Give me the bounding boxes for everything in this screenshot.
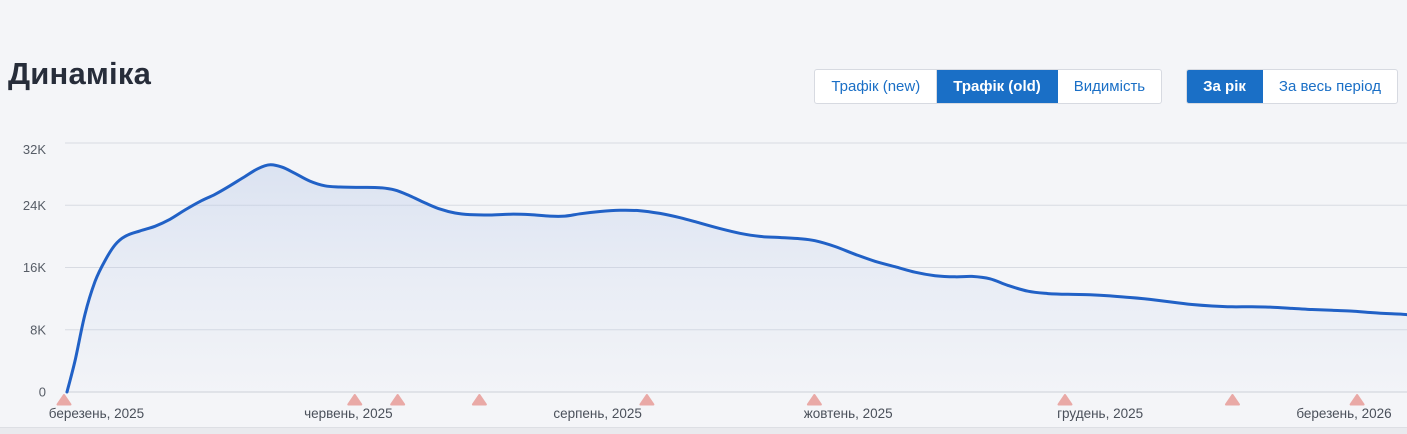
y-axis-tick-label: 0: [39, 385, 46, 400]
update-marker-icon[interactable]: [806, 394, 822, 406]
tab-period-year[interactable]: За рік: [1187, 70, 1263, 103]
period-toggle-group: За рік За весь період: [1186, 69, 1398, 104]
traffic-area-chart[interactable]: 0 8K 16K 24K 32K березень, 2025 червень, 2025 с…: [0, 130, 1407, 427]
update-marker-icon[interactable]: [390, 394, 406, 406]
traffic-series-area: [67, 164, 1407, 392]
update-marker-icon[interactable]: [1224, 394, 1240, 406]
y-axis-tick-label: 8K: [30, 322, 46, 337]
tab-traffic-new[interactable]: Трафік (new): [815, 70, 938, 103]
tab-traffic-old[interactable]: Трафік (old): [937, 70, 1058, 103]
x-axis-tick-label: жовтень, 2025: [804, 406, 893, 421]
y-axis-tick-label: 32K: [23, 142, 46, 157]
toolbar: Трафік (new) Трафік (old) Видимість За р…: [814, 69, 1398, 104]
tab-period-all[interactable]: За весь період: [1263, 70, 1397, 103]
y-axis-tick-label: 24K: [23, 198, 46, 213]
traffic-series-line: [65, 163, 1407, 394]
y-axis-tick-label: 16K: [23, 260, 46, 275]
metric-toggle-group: Трафік (new) Трафік (old) Видимість: [814, 69, 1163, 104]
update-marker-icon[interactable]: [1057, 394, 1073, 406]
page-title: Динаміка: [8, 56, 152, 91]
x-axis-tick-label: серпень, 2025: [553, 406, 642, 421]
x-axis-tick-label: грудень, 2025: [1057, 406, 1143, 421]
x-axis-tick-label: березень, 2025: [49, 406, 144, 421]
update-marker-icon[interactable]: [1349, 394, 1365, 406]
bottom-panel-edge: [0, 427, 1407, 434]
update-marker-icon[interactable]: [56, 394, 72, 406]
update-marker-icon[interactable]: [347, 394, 363, 406]
tab-visibility[interactable]: Видимість: [1058, 70, 1161, 103]
x-axis-tick-label: березень, 2026: [1296, 406, 1391, 421]
x-axis-tick-label: червень, 2025: [304, 406, 393, 421]
update-marker-icon[interactable]: [471, 394, 487, 406]
update-marker-icon[interactable]: [639, 394, 655, 406]
